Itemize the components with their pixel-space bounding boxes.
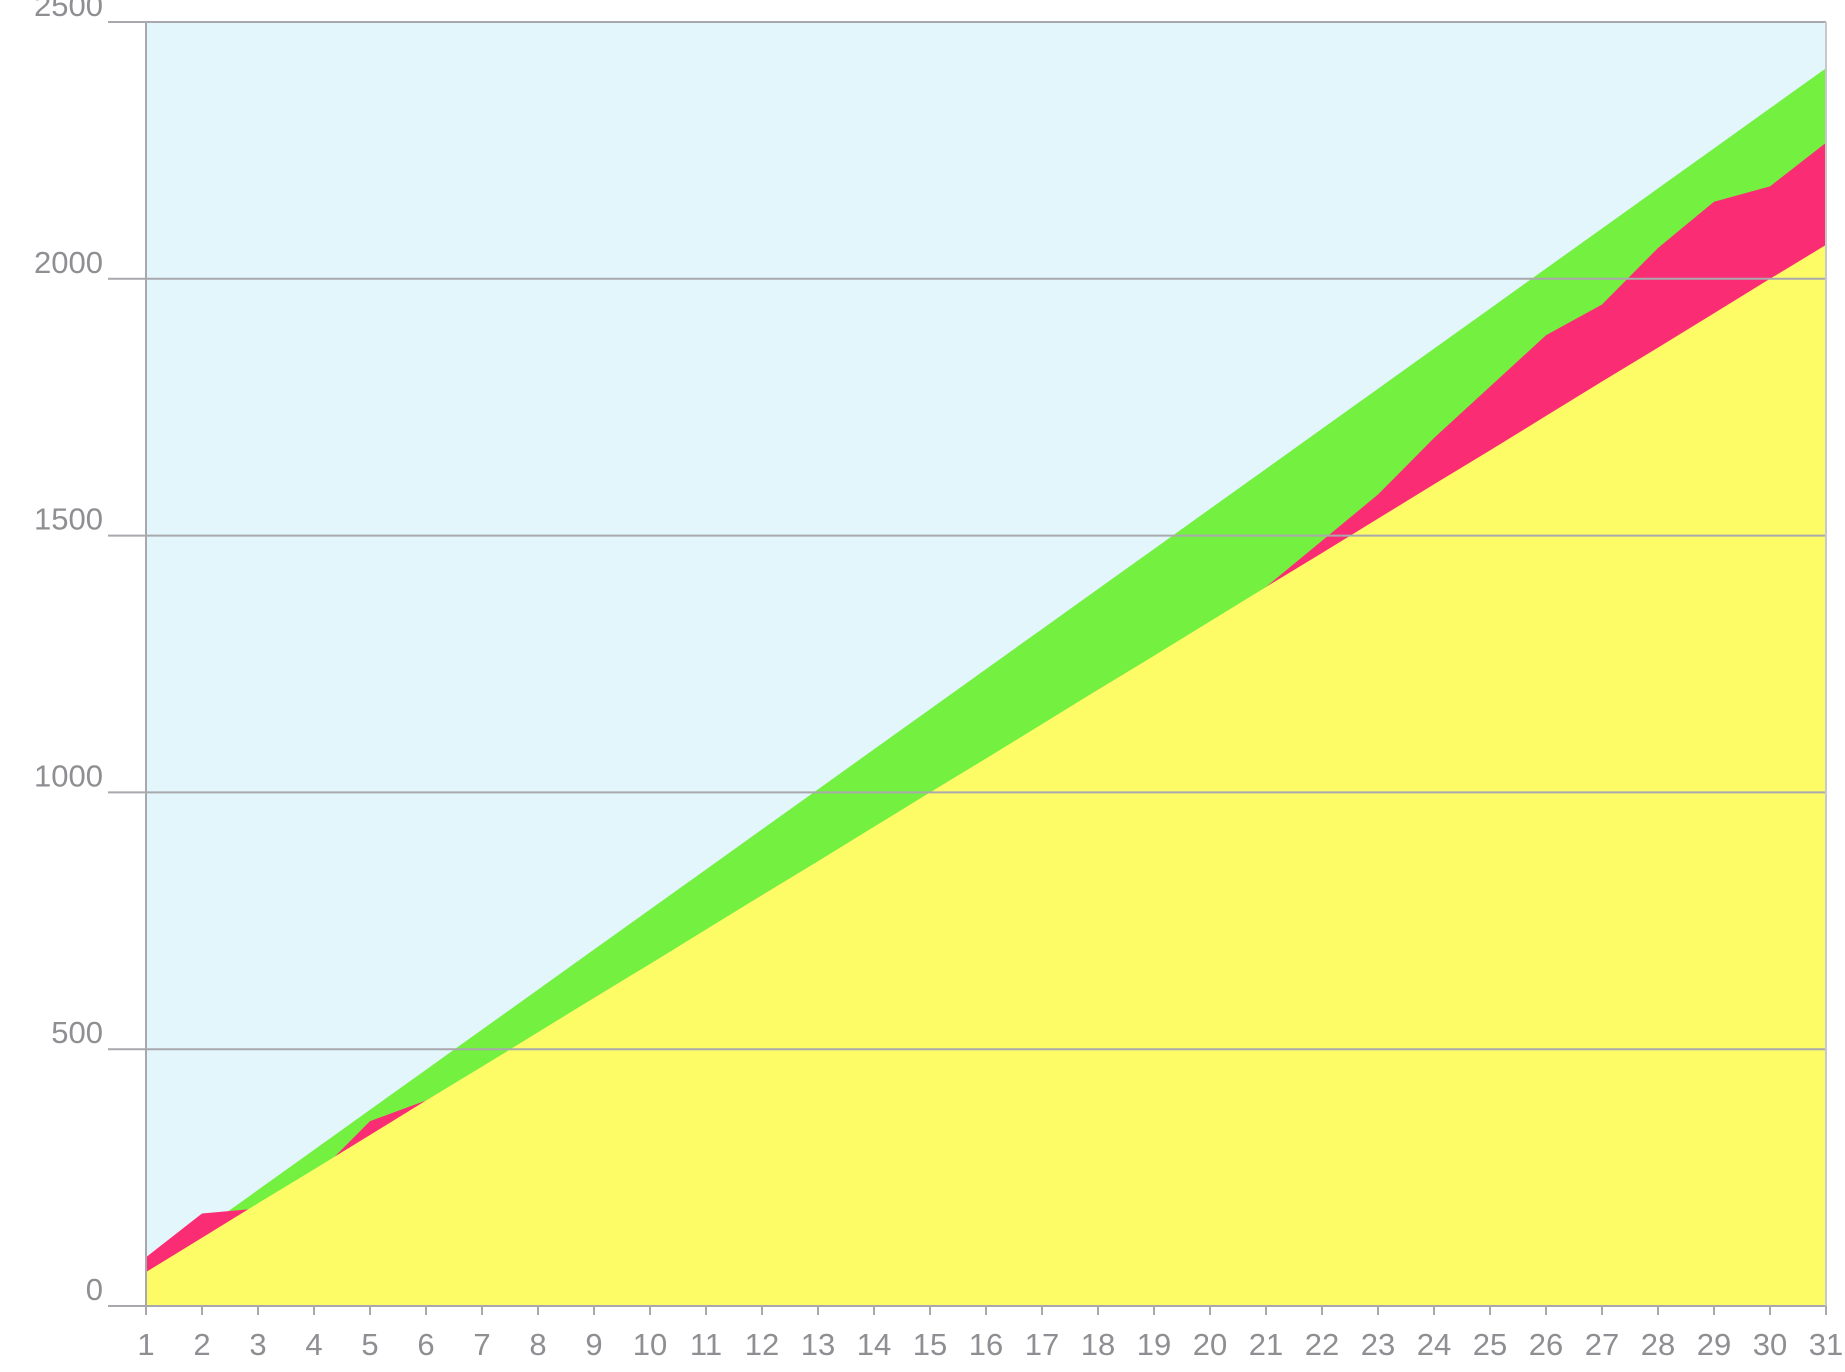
x-tick-label: 21 [1249, 1327, 1283, 1362]
x-tick-label: 3 [249, 1327, 266, 1362]
x-tick-label: 5 [361, 1327, 378, 1362]
x-tick-label: 25 [1473, 1327, 1507, 1362]
series-areas [146, 68, 1826, 1307]
x-tick-label: 13 [801, 1327, 835, 1362]
x-tick-label: 22 [1305, 1327, 1339, 1362]
x-tick-label: 8 [529, 1327, 546, 1362]
x-tick-label: 26 [1529, 1327, 1563, 1362]
x-tick-label: 18 [1081, 1327, 1115, 1362]
y-tick-label: 500 [51, 1015, 103, 1050]
x-tick-label: 20 [1193, 1327, 1227, 1362]
x-tick-label: 10 [633, 1327, 667, 1362]
y-tick-label: 1000 [34, 758, 103, 793]
x-tick-label: 11 [690, 1327, 722, 1362]
x-tick-label: 30 [1753, 1327, 1787, 1362]
y-tick-label: 2000 [34, 245, 103, 280]
x-tick-label: 2 [193, 1327, 210, 1362]
y-tick-label: 0 [86, 1272, 103, 1307]
x-tick-label: 4 [305, 1327, 322, 1362]
x-tick-label: 15 [913, 1327, 947, 1362]
x-tick-labels: 1 2 3 4 5 6 7 8 9 10 11 12 13 14 15 16 17 18 19 20 21 22 23 24 2… [137, 1327, 1843, 1362]
x-tick-label: 12 [745, 1327, 779, 1362]
x-tick-label: 7 [473, 1327, 490, 1362]
x-tick-label: 23 [1361, 1327, 1395, 1362]
x-tick-label: 14 [857, 1327, 891, 1362]
y-tick-labels: 0 500 1000 1500 2000 2500 [34, 0, 103, 1307]
y-tick-label: 2500 [34, 0, 103, 23]
x-tick-label: 19 [1137, 1327, 1171, 1362]
x-tick-label: 31 [1809, 1327, 1843, 1362]
x-tick-label: 17 [1025, 1327, 1059, 1362]
x-tick-label: 1 [137, 1327, 154, 1362]
x-tick-label: 9 [585, 1327, 602, 1362]
y-tick-label: 1500 [34, 502, 103, 537]
x-tick-label: 24 [1417, 1327, 1451, 1362]
x-tick-label: 16 [969, 1327, 1003, 1362]
x-tick-label: 28 [1641, 1327, 1675, 1362]
axes [108, 21, 1827, 1315]
series-area-3 [146, 244, 1826, 1306]
x-tick-label: 29 [1697, 1327, 1731, 1362]
x-tick-label: 6 [417, 1327, 434, 1362]
x-tick-label: 27 [1585, 1327, 1619, 1362]
gridlines [108, 21, 1826, 1051]
